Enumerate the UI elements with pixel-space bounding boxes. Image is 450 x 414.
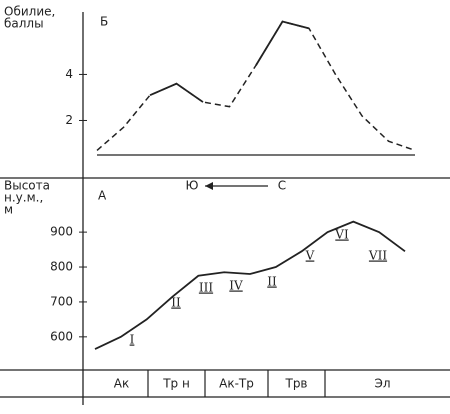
y-axis-label: Высота <box>4 179 50 193</box>
direction-from: С <box>278 179 286 193</box>
panel-label: А <box>98 189 107 203</box>
curve <box>94 220 406 350</box>
zone-numeral: I <box>130 333 135 347</box>
y-tick-label: 700 <box>50 294 73 308</box>
zone-numeral: III <box>199 281 213 295</box>
y-tick-label: 900 <box>50 225 73 239</box>
zone-numeral: VII <box>368 249 387 263</box>
zone-numeral: V <box>305 249 315 263</box>
y-axis-label: Обилие, <box>4 5 55 19</box>
y-tick-label: 600 <box>50 329 73 343</box>
zone-label: Ак-Тр <box>219 377 254 391</box>
zone-label: Тр н <box>162 377 190 391</box>
zone-numeral: VI <box>334 228 349 242</box>
y-axis-label: м <box>4 203 13 217</box>
zone-numeral: II <box>267 275 277 289</box>
y-tick-label: 4 <box>65 67 73 81</box>
curve <box>149 20 310 103</box>
zone-label: Эл <box>374 377 390 391</box>
zone-numeral: II <box>171 296 181 310</box>
y-tick-label: 2 <box>65 113 73 127</box>
curve <box>96 20 416 152</box>
y-axis-label: н.у.м., <box>4 191 43 205</box>
direction-to: Ю <box>186 179 199 193</box>
panel-label: Б <box>100 15 108 29</box>
y-axis-label: баллы <box>4 17 44 31</box>
zone-label: Ак <box>114 377 129 391</box>
arrow-head <box>205 182 213 190</box>
y-tick-label: 800 <box>50 260 73 274</box>
zone-numeral: IV <box>229 279 243 293</box>
zone-label: Трв <box>284 377 307 391</box>
